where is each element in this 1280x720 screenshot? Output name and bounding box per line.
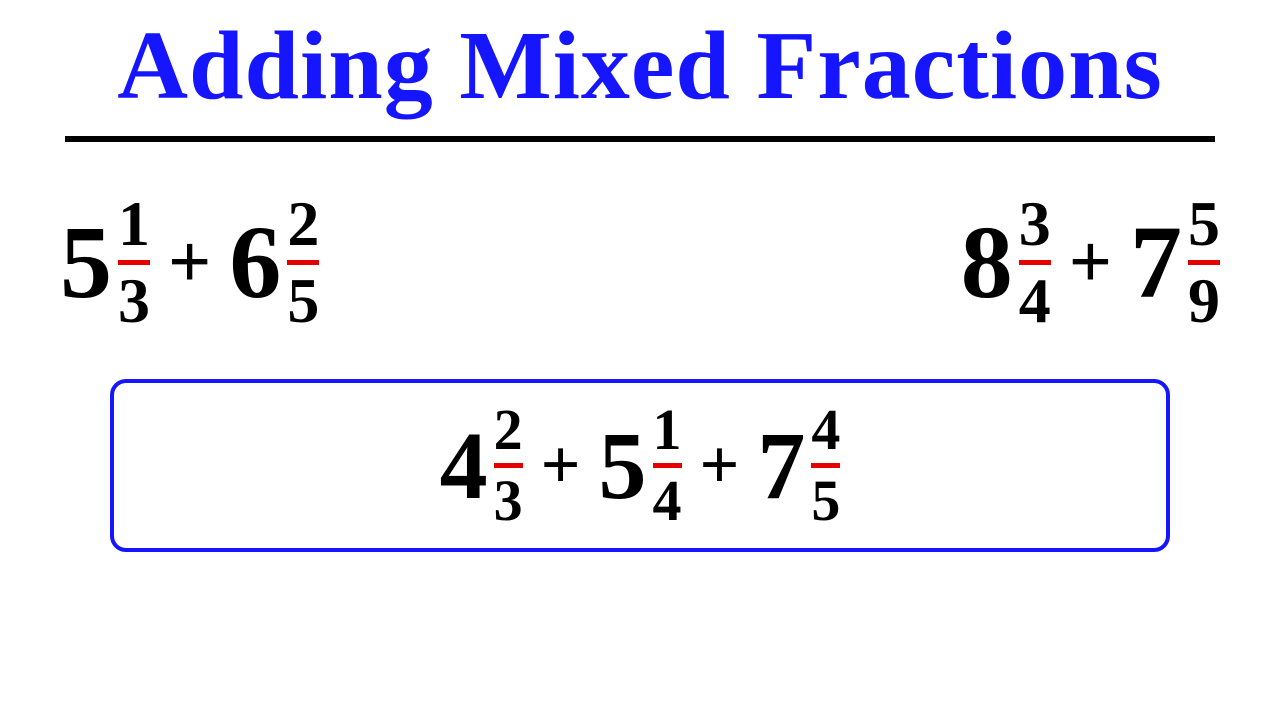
whole-number: 5 bbox=[60, 211, 112, 315]
denominator: 3 bbox=[494, 472, 523, 530]
numerator: 3 bbox=[1019, 192, 1051, 256]
fraction: 3 4 bbox=[1019, 192, 1051, 333]
plus-sign: + bbox=[150, 219, 229, 306]
denominator: 4 bbox=[653, 472, 682, 530]
fraction: 2 5 bbox=[287, 192, 319, 333]
denominator: 3 bbox=[118, 269, 150, 333]
plus-sign: + bbox=[523, 426, 599, 506]
problem-row-1: 5 1 3 + 6 2 5 8 3 bbox=[50, 192, 1230, 333]
fraction: 2 3 bbox=[494, 401, 523, 530]
fraction: 5 9 bbox=[1188, 192, 1220, 333]
plus-sign: + bbox=[682, 426, 758, 506]
expression-1: 5 1 3 + 6 2 5 bbox=[60, 192, 319, 333]
numerator: 1 bbox=[118, 192, 150, 256]
numerator: 2 bbox=[494, 401, 523, 459]
denominator: 4 bbox=[1019, 269, 1051, 333]
whole-number: 7 bbox=[1130, 211, 1182, 315]
slide-title: Adding Mixed Fractions bbox=[50, 10, 1230, 122]
numerator: 5 bbox=[1188, 192, 1220, 256]
fraction: 1 3 bbox=[118, 192, 150, 333]
whole-number: 6 bbox=[229, 211, 281, 315]
denominator: 5 bbox=[287, 269, 319, 333]
fraction: 1 4 bbox=[653, 401, 682, 530]
fraction: 4 5 bbox=[811, 401, 840, 530]
numerator: 2 bbox=[287, 192, 319, 256]
denominator: 9 bbox=[1188, 269, 1220, 333]
expression-3: 4 2 3 + 5 1 4 + 7 4 5 bbox=[440, 401, 841, 530]
numerator: 4 bbox=[811, 401, 840, 459]
content-area: 5 1 3 + 6 2 5 8 3 bbox=[50, 142, 1230, 552]
highlighted-expression-box: 4 2 3 + 5 1 4 + 7 4 5 bbox=[110, 379, 1170, 552]
denominator: 5 bbox=[811, 472, 840, 530]
expression-2: 8 3 4 + 7 5 9 bbox=[961, 192, 1220, 333]
math-slide: Adding Mixed Fractions 5 1 3 + 6 2 5 bbox=[0, 0, 1280, 720]
whole-number: 5 bbox=[599, 418, 647, 514]
whole-number: 7 bbox=[757, 418, 805, 514]
whole-number: 4 bbox=[440, 418, 488, 514]
plus-sign: + bbox=[1051, 219, 1130, 306]
whole-number: 8 bbox=[961, 211, 1013, 315]
numerator: 1 bbox=[653, 401, 682, 459]
